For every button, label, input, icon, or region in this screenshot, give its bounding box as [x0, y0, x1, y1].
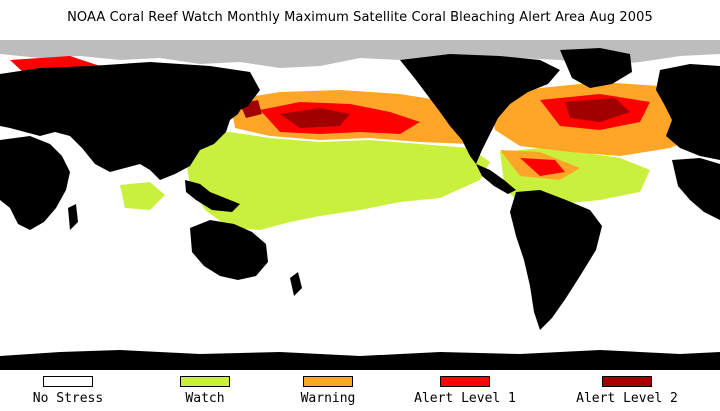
- north-pacific-alert2: [280, 108, 350, 128]
- legend-label: No Stress: [32, 391, 104, 406]
- legend-swatch: [602, 376, 652, 387]
- legend-alert-level-1: Alert Level 1: [405, 376, 525, 406]
- legend-label: Alert Level 1: [414, 391, 516, 406]
- legend-warning: Warning: [268, 376, 388, 406]
- japan-landmass: [226, 92, 246, 120]
- indian-watch-zone: [120, 182, 165, 210]
- legend-swatch: [180, 376, 230, 387]
- map-title: NOAA Coral Reef Watch Monthly Maximum Sa…: [67, 10, 653, 25]
- legend-swatch: [43, 376, 93, 387]
- eurasia-landmass: [0, 62, 260, 180]
- legend-label: Warning: [300, 391, 356, 406]
- south-america-landmass: [510, 190, 602, 330]
- australia-landmass: [190, 220, 268, 280]
- west-africa-landmass: [672, 158, 720, 220]
- legend-swatch: [303, 376, 353, 387]
- central-america-landmass: [476, 164, 516, 194]
- bleaching-alert-map: [0, 40, 720, 370]
- madagascar-landmass: [68, 204, 78, 230]
- north-america-landmass: [400, 54, 560, 164]
- arctic-sea-ice: [0, 40, 720, 68]
- legend-label: Watch: [185, 391, 225, 406]
- maritime-se-asia: [185, 180, 240, 212]
- pacific-watch-zone: [185, 132, 490, 230]
- africa-landmass: [0, 136, 70, 230]
- legend-swatch: [440, 376, 490, 387]
- antarctica-landmass: [0, 350, 720, 370]
- legend-label: Alert Level 2: [576, 391, 678, 406]
- legend-no-stress: No Stress: [8, 376, 128, 406]
- caribbean-alert1: [520, 158, 565, 176]
- legend-watch: Watch: [145, 376, 265, 406]
- north-atlantic-alert2: [565, 98, 630, 122]
- legend-alert-level-2: Alert Level 2: [567, 376, 687, 406]
- greenland-landmass: [560, 48, 632, 88]
- new-zealand-landmass: [290, 272, 302, 296]
- europe-landmass: [656, 64, 720, 160]
